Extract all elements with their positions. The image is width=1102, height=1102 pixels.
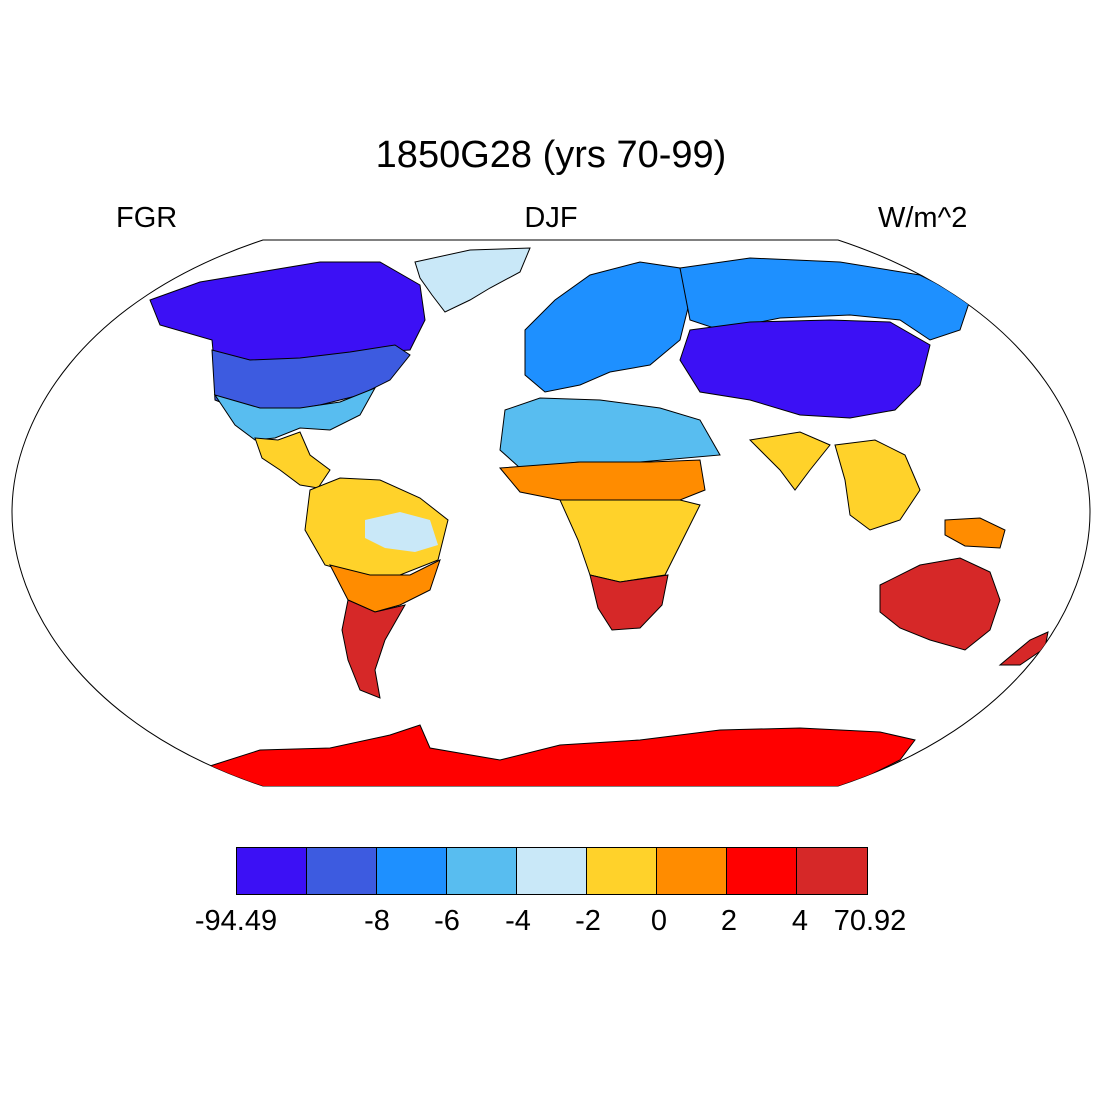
colorbar-tick: -2: [575, 905, 601, 937]
units-label: W/m^2: [878, 202, 968, 234]
region-south-asia: [748, 431, 831, 491]
region-southeast-asia: [834, 439, 921, 531]
colorbar-tick: -8: [364, 905, 390, 937]
region-greenland: [414, 247, 531, 313]
colorbar-tick: -4: [505, 905, 531, 937]
plot-title: 1850G28 (yrs 70-99): [375, 134, 727, 176]
colorbar-tick: 0: [650, 905, 668, 937]
region-australia: [879, 557, 1001, 651]
colorbar-tick-max: 70.92: [833, 905, 907, 937]
region-amazon-core: [365, 512, 438, 552]
region-central-africa: [559, 499, 701, 583]
colorbar-swatch: [237, 848, 307, 894]
region-north-america-south: [213, 387, 377, 441]
region-antarctica: [209, 724, 916, 786]
region-new-zealand: [998, 631, 1049, 666]
colorbar-tick: 4: [791, 905, 809, 937]
region-south-america-south: [341, 599, 407, 699]
colorbar-tick-min: -94.49: [194, 905, 278, 937]
colorbar-swatch: [517, 848, 587, 894]
region-central-asia: [679, 319, 931, 419]
colorbar-swatch: [587, 848, 657, 894]
season-label: DJF: [524, 202, 578, 234]
colorbar: [236, 847, 868, 895]
region-new-guinea: [944, 517, 1006, 549]
colorbar-swatch: [797, 848, 867, 894]
colorbar-swatch: [727, 848, 797, 894]
colorbar-tick: 2: [720, 905, 738, 937]
colorbar-swatch: [377, 848, 447, 894]
region-sahel: [498, 459, 706, 501]
region-central-america: [254, 431, 331, 489]
colorbar-swatch: [447, 848, 517, 894]
colorbar-swatch: [657, 848, 727, 894]
variable-label: FGR: [116, 202, 178, 234]
region-southern-africa: [589, 574, 669, 631]
colorbar-tick: -6: [434, 905, 460, 937]
region-europe: [524, 261, 691, 393]
region-north-africa: [499, 397, 721, 469]
colorbar-swatch: [307, 848, 377, 894]
